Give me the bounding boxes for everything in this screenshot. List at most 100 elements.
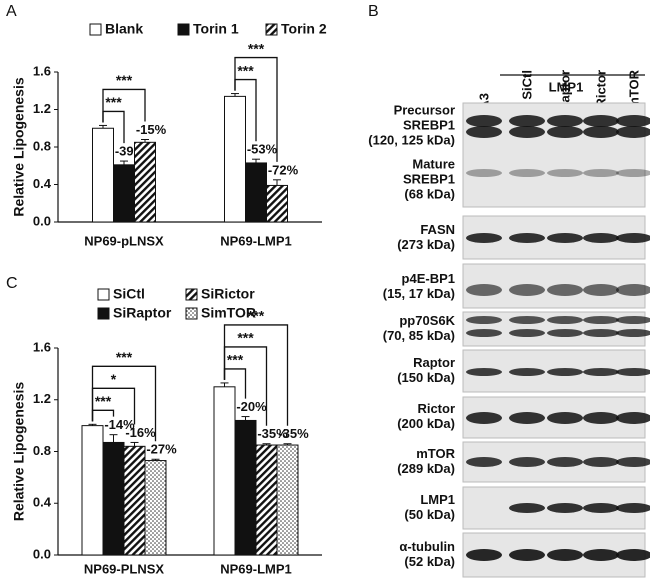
significance-label: *** (116, 72, 133, 88)
y-axis-label: Relative Lipogenesis (11, 382, 27, 521)
legend-label: Torin 1 (193, 21, 239, 37)
blot-band (547, 126, 583, 138)
blot-band (466, 549, 502, 561)
blot-band (616, 169, 650, 177)
significance-label: *** (248, 308, 265, 324)
row-label: α-tubulin (399, 539, 455, 554)
panel-letter: C (6, 275, 18, 292)
row-label: (15, 17 kDa) (383, 286, 455, 301)
significance-bracket (234, 56, 278, 162)
blot-band (547, 412, 583, 424)
blot-band (466, 115, 502, 127)
blot-band (547, 503, 583, 513)
change-label: -72% (268, 162, 299, 177)
bar (113, 164, 135, 223)
legend-label: Torin 2 (281, 21, 327, 37)
blot-band (547, 169, 583, 177)
blot-band (583, 503, 619, 513)
legend-label: Blank (105, 21, 143, 37)
significance-label: *** (237, 330, 254, 346)
x-tick-label: NP69-LMP1 (220, 233, 292, 248)
blot-band (547, 368, 583, 376)
blot-band (583, 549, 619, 561)
blot-band (583, 329, 619, 337)
change-label: -16% (125, 425, 156, 440)
group-label: LMP1 (549, 79, 584, 94)
legend-swatch (185, 307, 198, 320)
bar (245, 162, 267, 223)
blot-band (583, 126, 619, 138)
blot-band (509, 233, 545, 243)
blot-band (616, 549, 650, 561)
row-label: Raptor (413, 355, 455, 370)
legend-swatch (265, 23, 278, 36)
blot-band (509, 316, 545, 324)
blot-band (616, 316, 650, 324)
change-label: -15% (136, 122, 167, 137)
blot-band (509, 549, 545, 561)
blot-band (583, 412, 619, 424)
legend-swatch (89, 23, 102, 36)
blot-band (583, 284, 619, 296)
row-label: (150 kDa) (397, 370, 455, 385)
significance-label: *** (227, 352, 244, 368)
y-tick-label: 0.0 (33, 546, 51, 561)
row-label: p4E-BP1 (402, 271, 455, 286)
blot-band (583, 233, 619, 243)
change-label: -53% (247, 142, 278, 157)
bar (213, 386, 236, 556)
row-label: (68 kDa) (404, 186, 455, 201)
legend-swatch (185, 288, 198, 301)
blot-band (509, 126, 545, 138)
row-label: (289 kDa) (397, 461, 455, 476)
row-label: SREBP1 (403, 117, 455, 132)
blot-band (547, 284, 583, 296)
blot-band (466, 233, 502, 243)
blot-band (466, 284, 502, 296)
legend-swatch (97, 288, 110, 301)
blot-band (509, 169, 545, 177)
significance-label: *** (248, 40, 265, 56)
significance-bracket (102, 88, 146, 123)
significance-label: *** (95, 393, 112, 409)
row-label: Mature (412, 156, 455, 171)
blot-band (616, 284, 650, 296)
blot-band (547, 329, 583, 337)
legend-label: SiRictor (201, 286, 255, 302)
y-tick-label: 0.4 (33, 495, 52, 510)
y-tick-label: 1.2 (33, 101, 51, 116)
change-label: -14% (104, 417, 135, 432)
bar (144, 460, 167, 556)
row-label: Rictor (417, 401, 455, 416)
y-tick-label: 0.8 (33, 443, 51, 458)
y-tick-label: 0.8 (33, 138, 51, 153)
y-tick-label: 0.4 (33, 176, 52, 191)
legend-swatch (97, 307, 110, 320)
y-axis-label: Relative Lipogenesis (11, 77, 27, 216)
blot-band (583, 368, 619, 376)
blot-band (547, 457, 583, 467)
blot-band (509, 457, 545, 467)
significance-label: *** (105, 94, 122, 110)
significance-label: * (111, 371, 117, 387)
y-tick-label: 1.2 (33, 391, 51, 406)
blot-band (466, 316, 502, 324)
bar (92, 127, 114, 223)
blot-band (509, 412, 545, 424)
blot-band (616, 329, 650, 337)
bar (134, 141, 156, 223)
lane-label: SiCtl (519, 70, 534, 100)
row-label: pp70S6K (399, 313, 455, 328)
row-label: Precursor (394, 102, 455, 117)
legend-label: SiRaptor (113, 305, 172, 321)
row-label: mTOR (416, 446, 455, 461)
blot-band (466, 329, 502, 337)
change-label: -20% (236, 399, 267, 414)
bar (102, 441, 125, 556)
blot-band (547, 233, 583, 243)
row-label: (70, 85 kDa) (383, 328, 455, 343)
significance-label: *** (237, 62, 254, 78)
row-label: (120, 125 kDa) (368, 132, 455, 147)
blot-band (616, 126, 650, 138)
row-label: (52 kDa) (404, 554, 455, 569)
